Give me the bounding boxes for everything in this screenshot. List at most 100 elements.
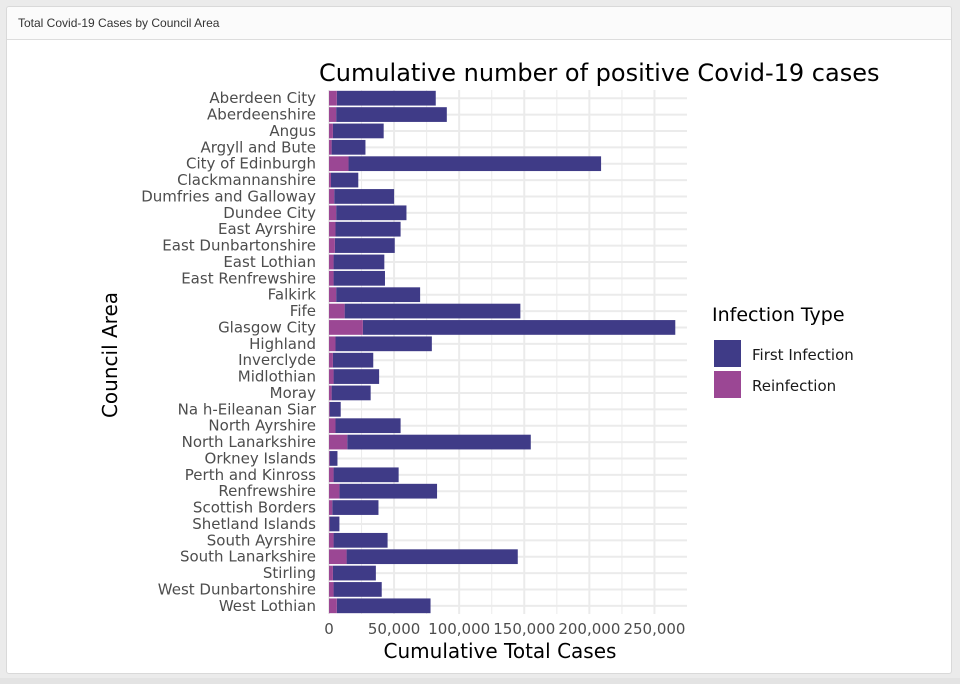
y-tick-label: Dumfries and Galloway — [141, 187, 316, 205]
bar-first-infection-aberdeen-city — [336, 90, 436, 106]
legend-label-first-infection: First Infection — [752, 346, 854, 364]
bar-first-infection-na-h-eileanan-siar — [329, 401, 341, 417]
bar-reinfection-scottish-borders — [329, 500, 333, 515]
legend-key-first-infection — [714, 340, 741, 367]
y-tick-label: Perth and Kinross — [185, 466, 316, 484]
bar-first-infection-north-lanarkshire — [347, 434, 531, 450]
bar-reinfection-south-ayrshire — [329, 532, 334, 548]
y-tick-label: Inverclyde — [238, 351, 316, 369]
bar-reinfection-east-renfrewshire — [329, 270, 334, 286]
bar-first-infection-stirling — [332, 565, 376, 581]
bar-reinfection-west-dunbartonshire — [329, 582, 334, 597]
y-tick-label: City of Edinburgh — [186, 155, 316, 173]
bar-first-infection-dundee-city — [336, 205, 407, 221]
bar-first-infection-north-ayrshire — [335, 418, 401, 434]
y-tick-label: North Lanarkshire — [182, 433, 316, 451]
legend-label-reinfection: Reinfection — [752, 377, 836, 395]
bar-reinfection-moray — [329, 385, 332, 401]
bars-layer — [329, 90, 676, 614]
bar-first-infection-east-lothian — [333, 254, 385, 270]
y-axis-title: Council Area — [98, 292, 122, 418]
bar-reinfection-east-lothian — [329, 254, 334, 270]
bar-reinfection-midlothian — [329, 369, 334, 384]
legend-title: Infection Type — [712, 304, 845, 326]
chart-panel: Total Covid-19 Cases by Council Area Cum… — [6, 6, 952, 674]
bar-first-infection-orkney-islands — [329, 451, 338, 466]
y-tick-label: Clackmannanshire — [177, 171, 316, 189]
panel-title: Total Covid-19 Cases by Council Area — [7, 7, 951, 40]
y-tick-label: Falkirk — [268, 286, 317, 304]
y-tick-label: Aberdeenshire — [207, 106, 316, 124]
bar-first-infection-inverclyde — [332, 352, 374, 368]
bar-reinfection-south-lanarkshire — [329, 549, 347, 565]
bar-first-infection-clackmannanshire — [330, 172, 359, 188]
y-tick-label: Argyll and Bute — [200, 138, 316, 156]
bar-reinfection-renfrewshire — [329, 483, 340, 499]
bar-first-infection-scottish-borders — [332, 500, 379, 515]
x-tick-label: 250,000 — [623, 620, 685, 638]
x-axis-title: Cumulative Total Cases — [384, 639, 617, 663]
bar-first-infection-west-lothian — [336, 598, 431, 614]
x-tick-labels: 0 50,000 100,000 150,000 200,000 250,000 — [324, 620, 685, 638]
bar-reinfection-inverclyde — [329, 352, 333, 368]
y-tick-label: North Ayrshire — [208, 417, 316, 435]
y-tick-label: Fife — [290, 302, 316, 320]
bar-first-infection-east-dunbartonshire — [334, 238, 395, 253]
bar-first-infection-glasgow-city — [362, 320, 676, 335]
y-tick-label: Renfrewshire — [218, 482, 316, 500]
bar-reinfection-na-h-eileanan-siar — [329, 401, 330, 417]
bar-reinfection-angus — [329, 123, 333, 139]
legend-key-reinfection — [714, 371, 741, 398]
y-tick-label: Orkney Islands — [205, 449, 317, 467]
y-tick-label: Aberdeen City — [209, 89, 316, 107]
bar-reinfection-dumfries-and-galloway — [329, 189, 335, 204]
bar-first-infection-dumfries-and-galloway — [334, 189, 395, 204]
bar-first-infection-angus — [332, 123, 384, 139]
x-tick-label: 150,000 — [493, 620, 555, 638]
bar-first-infection-moray — [331, 385, 371, 401]
x-tick-label: 100,000 — [428, 620, 490, 638]
x-tick-label: 0 — [324, 620, 334, 638]
bar-first-infection-midlothian — [333, 369, 380, 384]
bar-first-infection-aberdeenshire — [336, 107, 447, 122]
bar-reinfection-shetland-islands — [329, 516, 330, 532]
bar-first-infection-fife — [344, 303, 521, 319]
bar-reinfection-argyll-and-bute — [329, 139, 332, 155]
bar-first-infection-east-ayrshire — [335, 221, 401, 237]
y-tick-label: Glasgow City — [218, 318, 316, 336]
y-tick-label: Angus — [269, 122, 316, 140]
bar-reinfection-aberdeenshire — [329, 107, 337, 122]
x-tick-label: 200,000 — [558, 620, 620, 638]
y-tick-label: Scottish Borders — [193, 499, 316, 517]
y-tick-label: South Lanarkshire — [180, 548, 316, 566]
bar-reinfection-north-ayrshire — [329, 418, 336, 434]
bar-first-infection-shetland-islands — [329, 516, 340, 532]
chart-area: Cumulative number of positive Covid-19 c… — [7, 40, 951, 673]
bottom-bar — [0, 678, 960, 684]
bar-first-infection-east-renfrewshire — [333, 270, 385, 286]
y-tick-label: Dundee City — [223, 204, 316, 222]
bar-reinfection-east-dunbartonshire — [329, 238, 335, 253]
y-tick-label: West Dunbartonshire — [158, 580, 316, 598]
bar-reinfection-north-lanarkshire — [329, 434, 348, 450]
bar-chart: Cumulative number of positive Covid-19 c… — [98, 59, 879, 663]
bar-first-infection-west-dunbartonshire — [333, 582, 382, 597]
y-tick-label: Na h-Eileanan Siar — [178, 400, 317, 418]
y-tick-label: East Renfrewshire — [181, 269, 316, 287]
bar-reinfection-highland — [329, 336, 336, 352]
y-tick-label: Moray — [270, 384, 316, 402]
bar-reinfection-perth-and-kinross — [329, 467, 334, 483]
bar-first-infection-renfrewshire — [339, 483, 438, 499]
bar-reinfection-clackmannanshire — [329, 172, 331, 188]
bar-first-infection-highland — [335, 336, 432, 352]
bar-reinfection-dundee-city — [329, 205, 337, 221]
bar-first-infection-south-ayrshire — [333, 532, 388, 548]
bar-reinfection-orkney-islands — [329, 451, 330, 466]
bar-first-infection-perth-and-kinross — [333, 467, 399, 483]
legend: Infection Type First Infection Reinfecti… — [712, 304, 854, 398]
y-tick-label: East Lothian — [223, 253, 316, 271]
bar-reinfection-stirling — [329, 565, 333, 581]
bar-reinfection-fife — [329, 303, 345, 319]
bar-reinfection-aberdeen-city — [329, 90, 337, 106]
